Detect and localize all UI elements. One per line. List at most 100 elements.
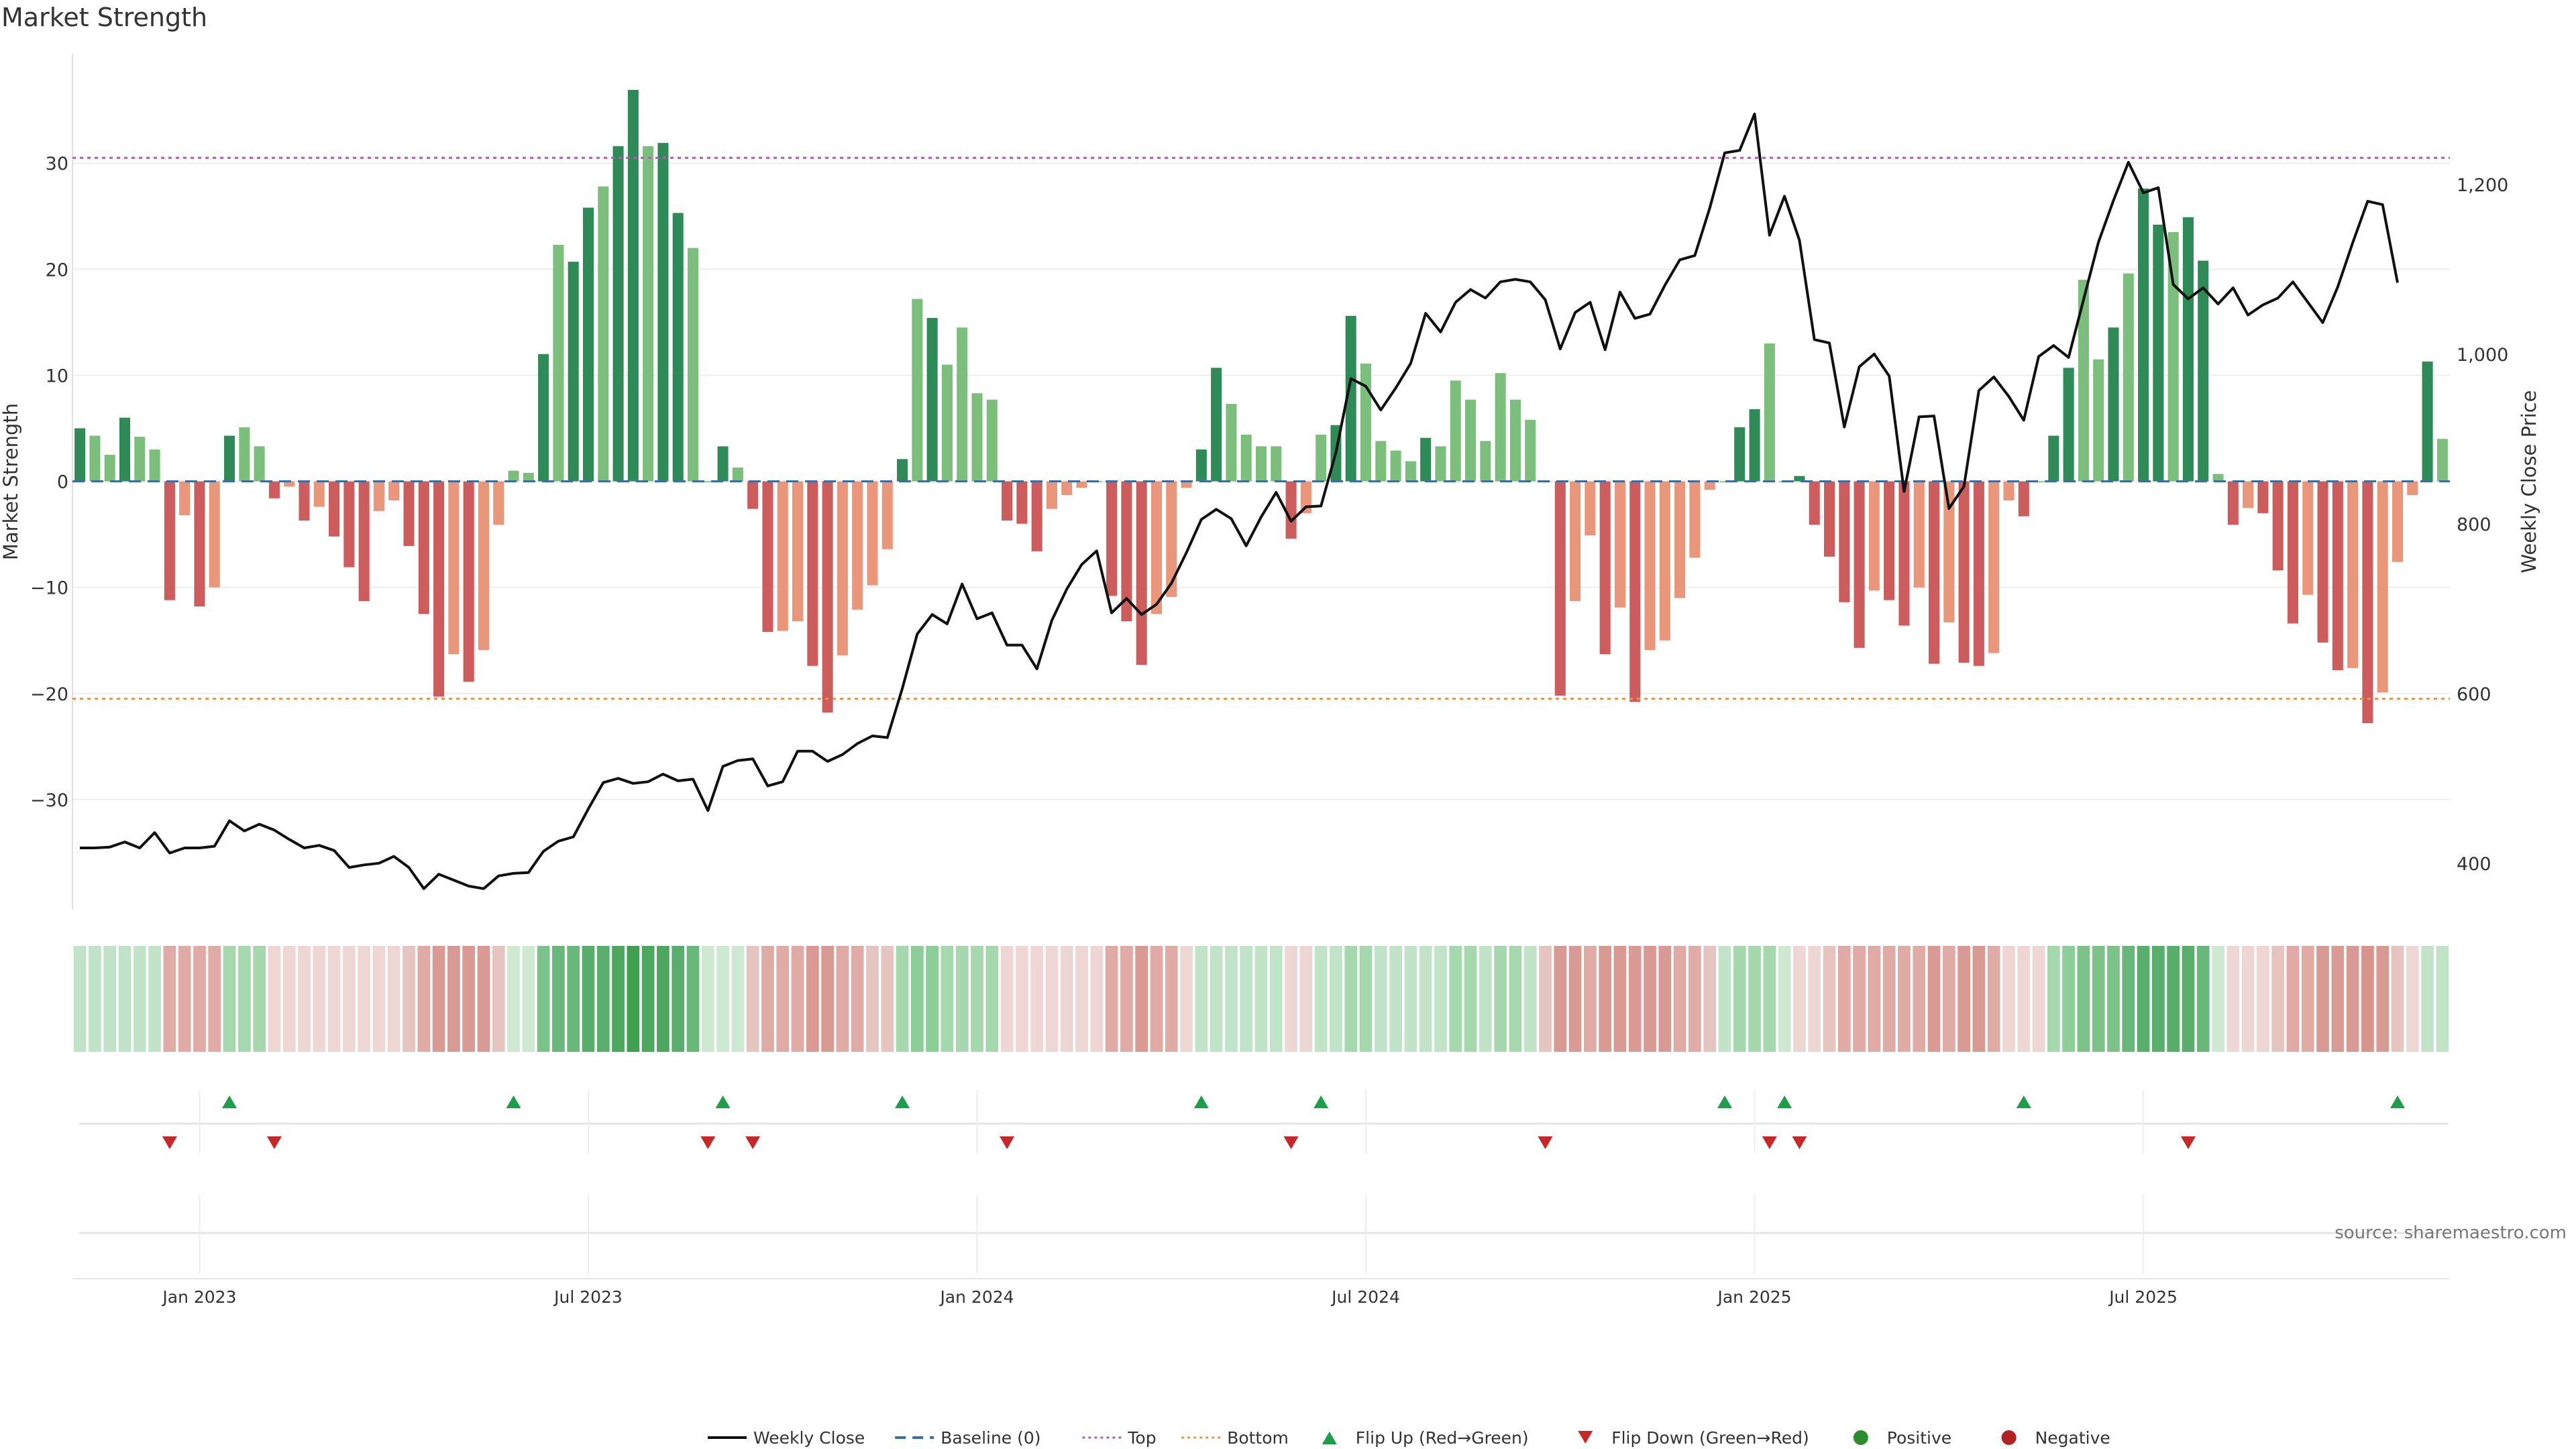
heat-cell — [1539, 946, 1552, 1052]
flip-up-marker — [506, 1095, 521, 1108]
heat-cell — [1778, 946, 1791, 1052]
heat-cell — [372, 946, 386, 1052]
flip-down-marker — [1792, 1136, 1807, 1149]
heat-cell — [1330, 946, 1342, 1052]
heat-cell — [2062, 946, 2075, 1052]
heat-cell — [657, 946, 669, 1052]
heat-cell — [462, 946, 476, 1052]
strength-bar — [343, 481, 355, 568]
heat-cell — [1180, 946, 1193, 1052]
heat-cell — [1957, 946, 1970, 1052]
heat-cell — [1733, 946, 1746, 1052]
strength-bar — [2287, 481, 2298, 624]
heat-cell — [253, 946, 266, 1052]
heat-cell — [1135, 946, 1148, 1052]
heat-cell — [672, 946, 685, 1052]
heat-cell — [1837, 946, 1851, 1052]
flip-up-marker — [1193, 1095, 1209, 1108]
heat-cell — [746, 946, 759, 1052]
heat-cell — [1823, 946, 1836, 1052]
heat-cell — [1030, 946, 1044, 1052]
strength-bar — [1809, 481, 1820, 525]
flip-up-marker — [1777, 1095, 1792, 1108]
heat-cell — [552, 946, 565, 1052]
heat-cell — [1374, 946, 1387, 1052]
strength-bar — [1509, 399, 1521, 482]
strength-bar — [1061, 481, 1073, 496]
heat-cell — [1658, 946, 1672, 1052]
heat-cell — [1240, 946, 1253, 1052]
strength-bar — [2003, 481, 2015, 500]
strength-bar — [2347, 481, 2359, 668]
strength-bar — [1868, 481, 1880, 591]
y-axis-label: Market Strength — [0, 403, 22, 560]
strength-bar — [254, 446, 265, 482]
heat-cell — [133, 946, 146, 1052]
strength-bar — [463, 481, 474, 682]
legend-item: Top — [1082, 1428, 1157, 1448]
heat-cell — [2301, 946, 2314, 1052]
strength-bar — [2198, 260, 2209, 482]
strength-bar — [2227, 481, 2239, 525]
strength-bar — [2138, 189, 2149, 482]
strength-bar — [1465, 399, 1477, 482]
legend-swatch — [1853, 1430, 1868, 1445]
heat-cell — [1449, 946, 1462, 1052]
heat-cell — [866, 946, 879, 1052]
strength-bar — [762, 481, 773, 633]
flip-up-marker — [222, 1095, 237, 1108]
legend-swatch — [1578, 1431, 1593, 1444]
heat-cell — [1359, 946, 1373, 1052]
heat-cell — [806, 946, 819, 1052]
strength-bar — [1973, 481, 1984, 666]
heat-cell — [2376, 946, 2390, 1052]
heat-cell — [1942, 946, 1955, 1052]
strength-bar — [2093, 359, 2104, 482]
heat-cell — [1793, 946, 1806, 1052]
y-right-tick-label: 1,000 — [2457, 345, 2508, 366]
heat-cell — [327, 946, 341, 1052]
strength-bar — [941, 364, 953, 482]
heat-cell — [1882, 946, 1896, 1052]
x-tick-label: Jan 2025 — [1716, 1287, 1791, 1307]
flip-down-marker — [1283, 1136, 1299, 1149]
strength-bar — [149, 449, 160, 482]
strength-bar — [672, 213, 684, 482]
heat-cell — [1853, 946, 1866, 1052]
heat-cell — [1494, 946, 1507, 1052]
strength-bar — [1106, 481, 1118, 596]
x-tick-label: Jan 2023 — [161, 1287, 236, 1307]
strength-bar — [209, 481, 220, 588]
strength-bar — [1016, 481, 1028, 524]
heat-cell — [2421, 946, 2434, 1052]
heat-cell — [492, 946, 505, 1052]
heat-cell — [881, 946, 894, 1052]
heat-cell — [73, 946, 87, 1052]
heat-cell — [627, 946, 640, 1052]
strength-bar — [1674, 481, 1686, 598]
heat-cell — [2226, 946, 2240, 1052]
strength-bar — [1255, 446, 1267, 482]
strength-bar — [239, 427, 250, 482]
x-tick-label: Jul 2023 — [553, 1287, 623, 1307]
heat-cell — [1225, 946, 1238, 1052]
heat-cell — [298, 946, 311, 1052]
flip-up-marker — [1313, 1095, 1329, 1108]
strength-bar — [1614, 481, 1625, 608]
strength-bar — [897, 459, 908, 482]
heat-cell — [1628, 946, 1642, 1052]
heat-cell — [2182, 946, 2195, 1052]
heat-cell — [1464, 946, 1477, 1052]
x-tick-label: Jan 2024 — [938, 1287, 1014, 1307]
strength-bar — [1240, 434, 1252, 482]
strength-bar — [657, 143, 669, 482]
heat-cell — [2436, 946, 2449, 1052]
heat-cell — [2047, 946, 2060, 1052]
flip-down-marker — [1762, 1136, 1777, 1149]
strength-bar — [1405, 461, 1416, 482]
strength-bar — [867, 481, 878, 586]
strength-bar — [2063, 368, 2074, 482]
heat-cell — [985, 946, 999, 1052]
strength-bar — [1734, 427, 1746, 482]
heat-cell — [1599, 946, 1612, 1052]
